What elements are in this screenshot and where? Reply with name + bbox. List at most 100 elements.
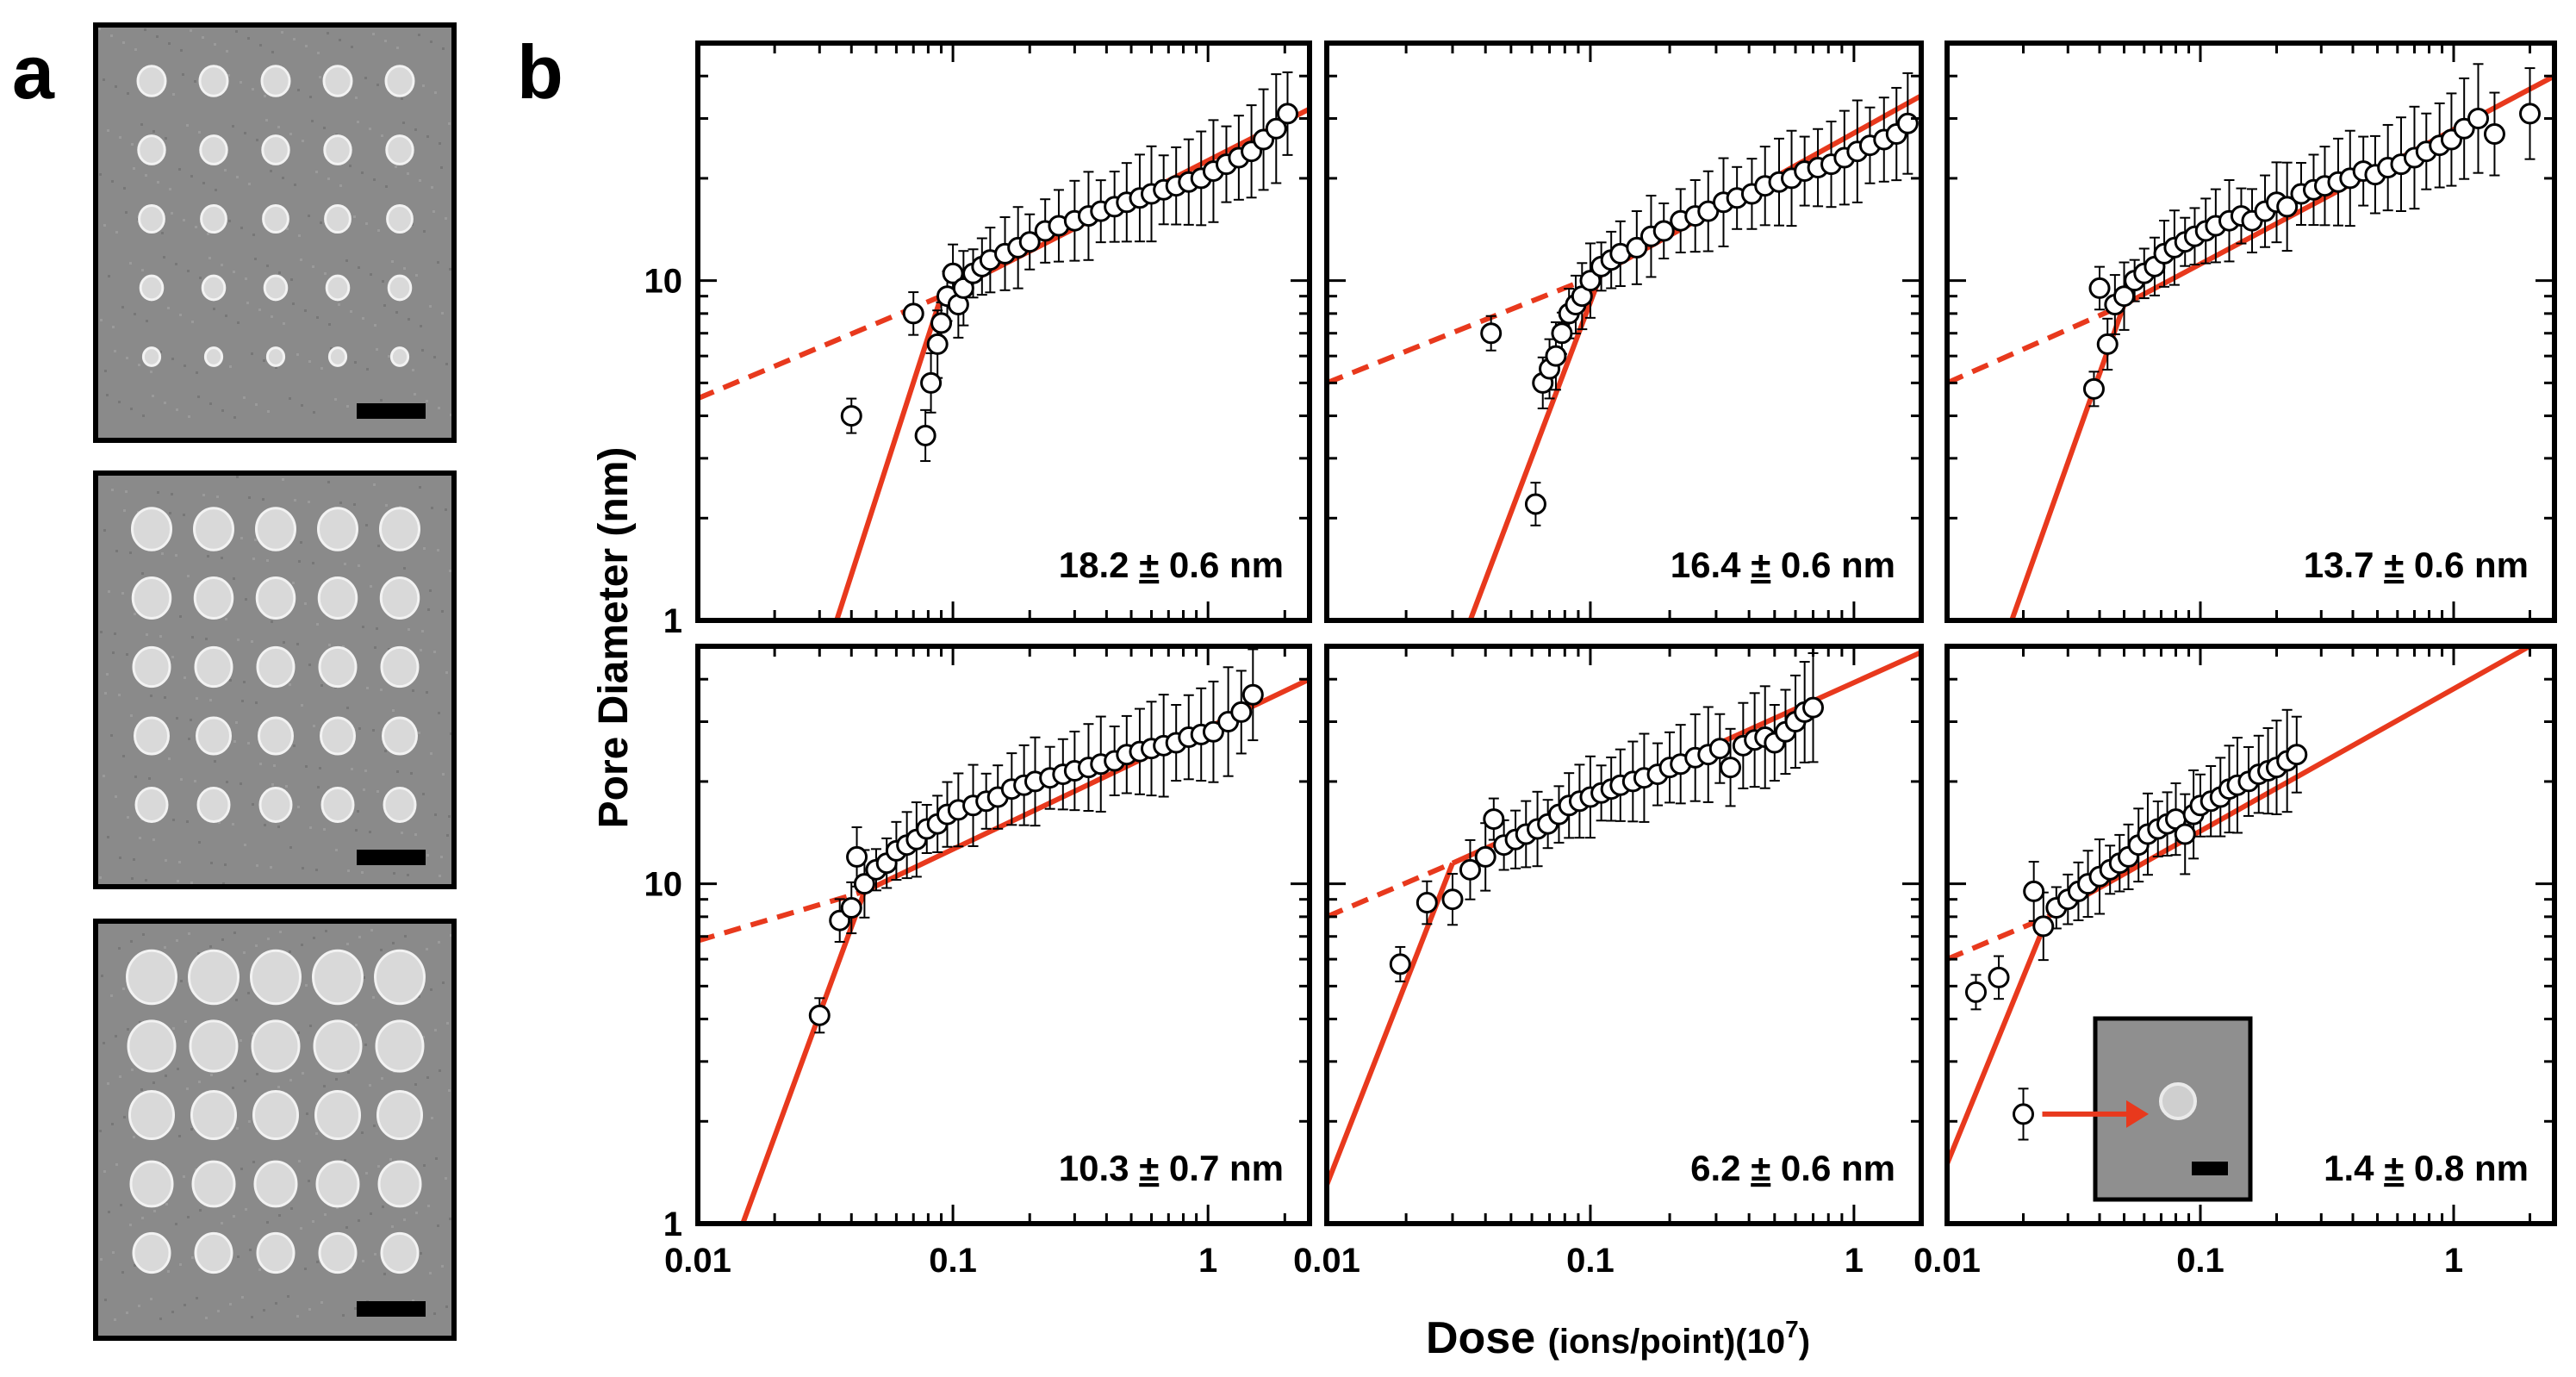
sem-grain [422, 84, 425, 87]
sem-grain [171, 656, 174, 658]
sem-grain [195, 1168, 197, 1171]
data-point [1565, 293, 1587, 315]
chart-panel-5: 6.2 ± 0.6 nm 0.01 0.1 1 [1293, 644, 1924, 1280]
sem-grain [104, 692, 107, 695]
sem-pore [132, 645, 171, 688]
sem-grain [315, 869, 318, 871]
sem-grain [365, 524, 368, 526]
sem-grain [434, 1029, 437, 1031]
data-point [1794, 160, 1816, 183]
sem-grain [414, 833, 417, 836]
x-tick-label: 1 [1845, 1242, 1864, 1280]
sem-pore [323, 134, 352, 165]
sem-grain [355, 97, 358, 99]
fit-line-shallow [2046, 646, 2536, 919]
sem-grain [439, 142, 441, 145]
annotation-error: 0.7 nm [1159, 1148, 1284, 1188]
sem-pore [131, 507, 172, 551]
sem-grain [209, 402, 212, 405]
sem-grain [373, 1125, 376, 1127]
sem-grain [119, 1075, 121, 1078]
sem-grain [289, 1079, 292, 1081]
sem-grain [115, 795, 117, 798]
sem-grain [396, 47, 399, 49]
sem-grain [448, 815, 451, 818]
sem-grain [259, 763, 262, 765]
sem-grain [353, 503, 356, 506]
sem-grain [248, 183, 251, 185]
sem-grain [372, 729, 375, 732]
sem-grain [328, 323, 331, 326]
chart-panel-6: 1.4 ± 0.8 nm 0.01 0.1 1 [1913, 644, 2557, 1280]
sem-grain [312, 562, 314, 564]
sem-grain [127, 1028, 129, 1031]
sem-grain [320, 367, 323, 370]
sem-grain [292, 582, 295, 584]
data-point [1697, 200, 1720, 222]
sem-grain [215, 189, 217, 191]
sem-grain [126, 357, 128, 359]
sem-grain [277, 1086, 280, 1088]
sem-grain [431, 186, 433, 189]
sem-grain [437, 1224, 439, 1227]
sem-grain [265, 119, 268, 122]
data-point [947, 799, 969, 821]
data-point [1190, 723, 1212, 745]
sem-grain [123, 1116, 126, 1118]
sem-grain [354, 1307, 357, 1310]
sem-grain [228, 220, 231, 222]
sem-grain [431, 507, 433, 509]
sem-pore [132, 1231, 171, 1274]
sem-grain [302, 867, 304, 869]
data-point [1754, 175, 1776, 197]
sem-grain [305, 765, 308, 768]
sem-grain [433, 651, 436, 653]
chart-frame [695, 40, 1312, 623]
sem-grain [131, 143, 134, 146]
sem-grain [233, 932, 236, 934]
sem-grain [434, 813, 437, 816]
sem-pore [194, 1231, 233, 1274]
chart-frame [1944, 644, 2557, 1226]
sem-grain [197, 952, 200, 955]
data-point [1545, 345, 1567, 367]
sem-grain [338, 303, 340, 306]
data-point [952, 277, 974, 299]
data-point [1626, 236, 1648, 259]
sem-grain [198, 131, 201, 134]
data-point [840, 896, 862, 919]
sem-grain [319, 76, 321, 78]
data-point [2257, 760, 2280, 782]
sem-grain [240, 782, 242, 785]
sem-grain [311, 120, 314, 122]
sem-grain [152, 130, 155, 133]
sem-grain [420, 325, 422, 327]
data-point [1858, 134, 1881, 157]
sem-grain [362, 317, 364, 320]
sem-grain [388, 648, 390, 651]
sem-grain [342, 1314, 345, 1317]
sem-grain [289, 397, 291, 400]
sem-grain [222, 882, 225, 884]
sem-grain [103, 78, 105, 81]
data-point [1018, 231, 1041, 253]
pore-size-annotation: 13.7 ± 0.6 nm [2304, 545, 2529, 585]
sem-grain [107, 836, 109, 838]
sem-grain [449, 268, 451, 271]
sem-grain [240, 537, 243, 539]
sem-grain [369, 128, 371, 130]
sem-grain [267, 410, 270, 413]
data-point [2023, 880, 2045, 902]
sem-grain [198, 1081, 201, 1083]
data-point [1697, 744, 1720, 766]
data-point [2127, 834, 2150, 857]
sem-grain [415, 1212, 418, 1214]
fit-line-shallow [863, 676, 1310, 894]
sem-grain [115, 1163, 118, 1166]
sem-grain [167, 1270, 170, 1273]
x-tick-label: 0.01 [1293, 1242, 1360, 1280]
sem-grain [440, 166, 443, 169]
x-axis-label-units: (ions/point)(10 [1548, 1323, 1786, 1361]
data-point [1590, 782, 1613, 804]
sem-pore [250, 949, 302, 1006]
